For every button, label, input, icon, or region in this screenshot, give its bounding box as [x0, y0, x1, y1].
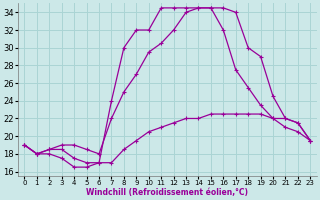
X-axis label: Windchill (Refroidissement éolien,°C): Windchill (Refroidissement éolien,°C) [86, 188, 248, 197]
